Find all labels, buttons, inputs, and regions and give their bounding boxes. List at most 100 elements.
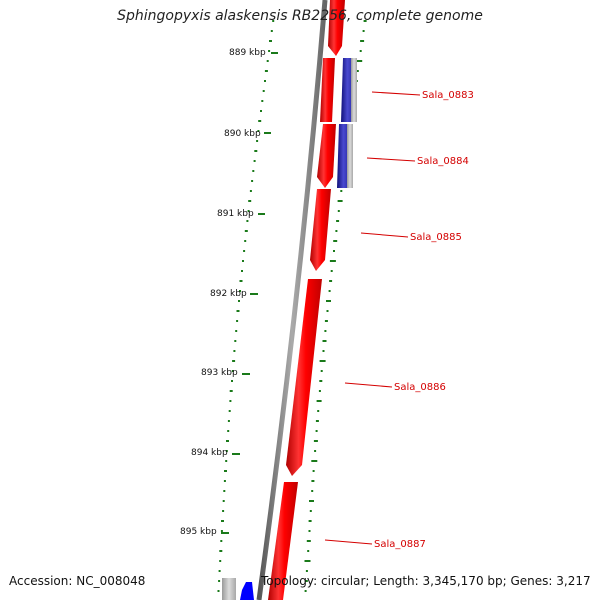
- gc-track-dot: [329, 260, 336, 262]
- gc-track-dot: [304, 590, 307, 592]
- gc-track-dot: [337, 210, 340, 212]
- gc-track-dot: [229, 400, 232, 402]
- gene-arrow-sala-0887[interactable]: [268, 482, 298, 600]
- topology-summary: Topology: circular; Length: 3,345,170 bp…: [261, 574, 591, 588]
- gene-label-sala-0884[interactable]: Sala_0884: [417, 156, 469, 167]
- gene-label-sala-0883[interactable]: Sala_0883: [422, 90, 474, 101]
- gc-track-dot: [243, 250, 246, 252]
- gc-track-dot: [229, 390, 233, 392]
- gc-track-dot: [330, 270, 333, 272]
- gc-track-dot: [225, 450, 228, 452]
- gc-track-dot: [326, 300, 331, 302]
- gc-track-dot: [217, 590, 220, 592]
- gc-track-dot: [360, 40, 365, 42]
- gc-track-dot: [258, 120, 262, 122]
- gc-track-dot: [225, 460, 228, 462]
- gc-track-dot: [335, 230, 338, 232]
- gc-track-dot: [223, 480, 226, 482]
- gc-track-dot: [313, 440, 318, 442]
- gc-track-dot: [319, 360, 326, 362]
- gc-track-dot: [232, 360, 236, 362]
- gene-arrow-blue-bottom[interactable]: [240, 582, 254, 600]
- reverse-strand-genes: [222, 58, 357, 600]
- gc-content-track-left: [217, 20, 275, 592]
- gc-track-dot: [235, 330, 238, 332]
- gc-track-dot: [264, 80, 266, 82]
- gc-track-dot: [311, 490, 314, 492]
- gc-track-dot: [219, 550, 223, 552]
- gc-track-dot: [318, 390, 321, 392]
- gc-track-dot: [249, 190, 252, 192]
- gc-track-dot: [244, 240, 247, 242]
- gc-track-dot: [239, 280, 243, 282]
- gc-track-dot: [333, 240, 338, 242]
- gc-track-dot: [315, 420, 319, 422]
- gc-track-dot: [308, 530, 311, 532]
- gc-track-dot: [247, 210, 250, 212]
- gc-track-dot: [234, 340, 237, 342]
- gc-track-dot: [320, 370, 323, 372]
- gc-track-dot: [315, 430, 318, 432]
- gc-track-dot: [319, 380, 323, 382]
- genome-title: Sphingopyxis alaskensis RB2256, complete…: [117, 8, 483, 24]
- gc-track-dot: [256, 140, 259, 142]
- gc-track-dot: [253, 160, 256, 162]
- gene-track-grey: [222, 578, 236, 600]
- gc-track-dot: [264, 70, 268, 72]
- leader-line: [324, 539, 373, 545]
- gc-track-dot: [252, 170, 255, 172]
- gene-label-sala-0887[interactable]: Sala_0887: [374, 539, 426, 550]
- gene-arrow-sala-0885[interactable]: [310, 189, 331, 271]
- gc-track-dot: [241, 270, 243, 272]
- gc-track-dot: [223, 490, 226, 492]
- gene-track-grey: [347, 124, 353, 188]
- gc-track-dot: [218, 580, 221, 582]
- gene-arrow[interactable]: [317, 124, 336, 188]
- gc-track-dot: [309, 510, 312, 512]
- gc-track-dot: [220, 540, 223, 542]
- ruler-label-894: 894 kbp: [191, 448, 228, 458]
- gc-track-dot: [221, 520, 224, 522]
- gc-track-dot: [304, 580, 308, 582]
- gc-track-dot: [311, 480, 315, 482]
- gc-track-dot: [261, 100, 264, 102]
- gc-track-dot: [219, 560, 222, 562]
- gc-track-dot: [324, 320, 328, 322]
- gc-track-dot: [246, 220, 249, 222]
- leader-line: [344, 382, 393, 388]
- gc-track-dot: [362, 30, 365, 32]
- gc-track-dot: [227, 430, 230, 432]
- leader-line: [371, 91, 421, 96]
- gene-arrow[interactable]: [328, 0, 345, 56]
- gc-track-dot: [333, 250, 335, 252]
- gc-track-dot: [233, 350, 236, 352]
- gene-label-sala-0886[interactable]: Sala_0886: [394, 382, 446, 393]
- gene-label-sala-0885[interactable]: Sala_0885: [410, 232, 462, 243]
- accession-text: Accession: NC_008048: [9, 574, 146, 588]
- gene-arrow-red-small[interactable]: [320, 58, 335, 122]
- gc-track-dot: [236, 320, 239, 322]
- gc-track-dot: [305, 570, 308, 572]
- gc-track-dot: [359, 50, 362, 52]
- gene-labels: Sala_0883 Sala_0884 Sala_0885 Sala_0886 …: [324, 90, 474, 550]
- ruler-label-891: 891 kbp: [217, 209, 254, 219]
- gc-track-dot: [226, 440, 229, 442]
- gc-track-dot: [307, 550, 310, 552]
- gc-track-dot: [329, 280, 333, 282]
- gc-track-dot: [231, 370, 234, 372]
- gene-arrow-sala-0886[interactable]: [286, 279, 322, 476]
- gene-track-grey: [351, 58, 357, 122]
- ruler: 889 kbp 890 kbp 891 kbp 892 kbp 893 kbp …: [180, 48, 278, 537]
- gc-track-dot: [340, 190, 343, 192]
- leader-line: [366, 157, 416, 162]
- genome-backbone: [256, 0, 328, 600]
- gc-track-dot: [304, 560, 311, 562]
- gc-track-dot: [356, 70, 359, 72]
- gc-track-dot: [224, 470, 227, 472]
- gc-track-dot: [257, 130, 260, 132]
- gc-track-dot: [309, 500, 314, 502]
- gc-track-dot: [326, 310, 329, 312]
- gc-track-dot: [238, 300, 240, 302]
- gc-track-dot: [322, 350, 325, 352]
